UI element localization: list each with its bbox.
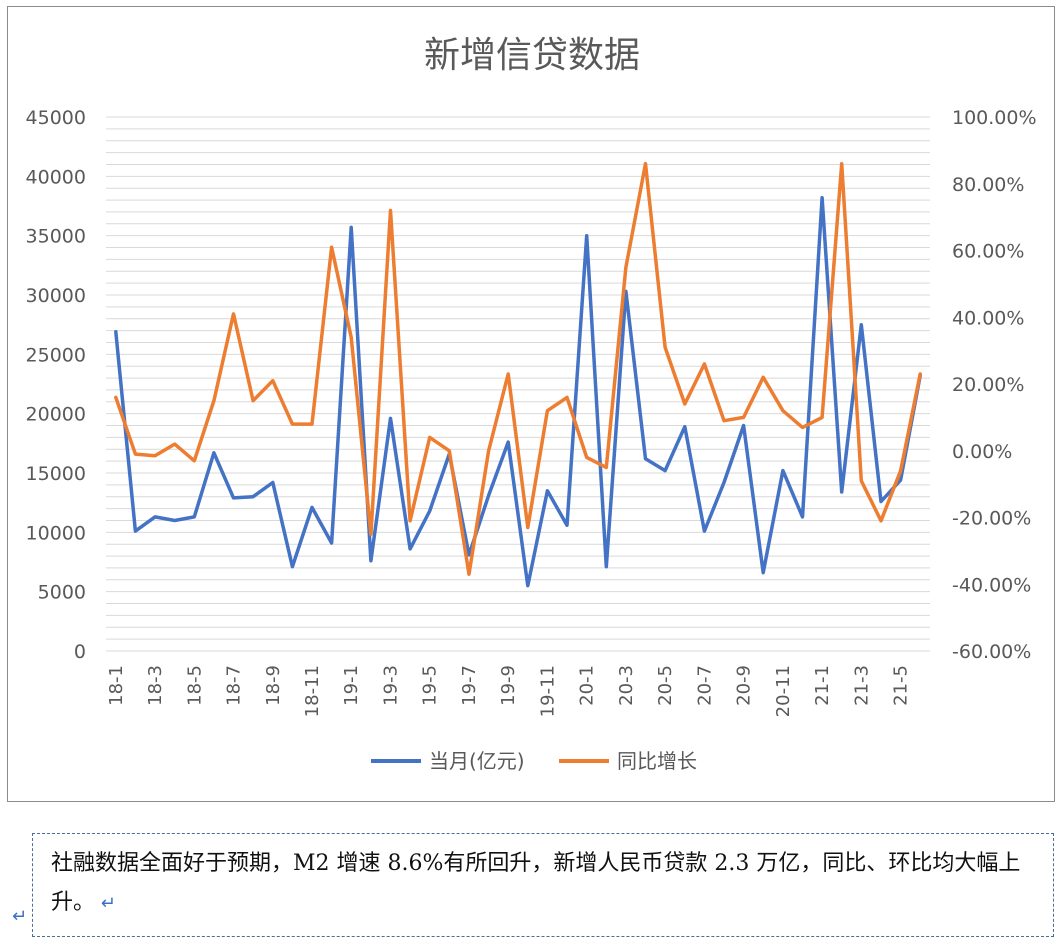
x-tick-label: 20-5: [655, 665, 676, 706]
x-tick-label: 18-11: [302, 665, 323, 717]
right-y-tick-label: 100.00%: [952, 107, 1037, 129]
x-tick-label: 18-7: [224, 665, 245, 706]
legend: 当月(亿元) 同比增长: [371, 749, 697, 773]
x-tick-label: 20-9: [734, 665, 755, 706]
x-tick-label: 19-5: [420, 665, 441, 706]
series-lines: [114, 161, 922, 588]
right-y-tick-label: -40.00%: [952, 574, 1031, 596]
right-y-tick-label: 80.00%: [952, 174, 1024, 196]
left-y-tick-label: 45000: [26, 107, 86, 129]
note-text: 社融数据全面好于预期，M2 增速 8.6%有所回升，新增人民币贷款 2.3 万亿…: [51, 851, 1021, 915]
left-y-tick-label: 5000: [38, 582, 86, 604]
x-tick-label: 19-1: [341, 665, 362, 706]
legend-label-monthly: 当月(亿元): [429, 749, 525, 773]
x-tick-label: 21-3: [851, 665, 872, 706]
left-y-tick-label: 30000: [26, 285, 86, 307]
x-tick-label: 18-1: [106, 665, 127, 706]
right-y-tick-label: 0.00%: [952, 441, 1012, 463]
x-tick-label: 19-7: [459, 665, 480, 706]
x-tick-label: 20-11: [773, 665, 794, 717]
left-y-tick-label: 35000: [26, 226, 86, 248]
right-y-tick-label: -20.00%: [952, 508, 1031, 530]
x-tick-label: 18-3: [145, 665, 166, 706]
x-tick-label: 18-5: [184, 665, 205, 706]
x-tick-label: 19-3: [380, 665, 401, 706]
note-box: 社融数据全面好于预期，M2 增速 8.6%有所回升，新增人民币贷款 2.3 万亿…: [32, 833, 1054, 937]
x-tick-label: 18-9: [263, 665, 284, 706]
left-y-axis-ticks: 0 5000 10000 15000 20000 25000 30000 35000 40000…: [26, 107, 86, 663]
x-tick-label: 20-1: [577, 665, 598, 706]
legend-label-yoy: 同比增长: [617, 749, 697, 773]
x-tick-label: 20-7: [694, 665, 715, 706]
x-tick-label: 19-9: [498, 665, 519, 706]
left-y-tick-label: 15000: [26, 463, 86, 485]
paragraph-mark-icon: ↵: [12, 906, 28, 927]
left-y-tick-label: 10000: [26, 522, 86, 544]
note-paragraph: 社融数据全面好于预期，M2 增速 8.6%有所回升，新增人民币贷款 2.3 万亿…: [51, 844, 1041, 923]
right-y-tick-label: 40.00%: [952, 307, 1024, 329]
series-line-monthly: [114, 195, 922, 588]
right-y-tick-label: 60.00%: [952, 241, 1024, 263]
x-tick-label: 19-11: [537, 665, 558, 717]
x-tick-label: 21-1: [812, 665, 833, 706]
right-y-axis-ticks: -60.00% -40.00% -20.00% 0.00% 20.00% 40.00% 60…: [952, 107, 1037, 663]
left-y-tick-label: 0: [74, 641, 86, 663]
x-axis-ticks: 18-1 18-3 18-5 18-7 18-9 18-11 19-1 19-3 19-5 19-…: [106, 665, 912, 717]
left-y-tick-label: 40000: [26, 166, 86, 188]
paragraph-mark-icon: ↵: [95, 893, 116, 914]
line-chart: 新增信贷数据 0 5000 10000 15000 20000 25000 30000 350…: [26, 35, 1037, 773]
grid-lines: [106, 116, 930, 652]
series-line-yoy: [114, 161, 922, 576]
chart-title: 新增信贷数据: [424, 35, 640, 76]
right-y-tick-label: -60.00%: [952, 641, 1031, 663]
x-tick-label: 20-3: [616, 665, 637, 706]
left-y-tick-label: 20000: [26, 404, 86, 426]
x-tick-label: 21-5: [891, 665, 912, 706]
chart-frame: 新增信贷数据 0 5000 10000 15000 20000 25000 30000 350…: [7, 6, 1055, 802]
right-y-tick-label: 20.00%: [952, 374, 1024, 396]
left-y-tick-label: 25000: [26, 344, 86, 366]
